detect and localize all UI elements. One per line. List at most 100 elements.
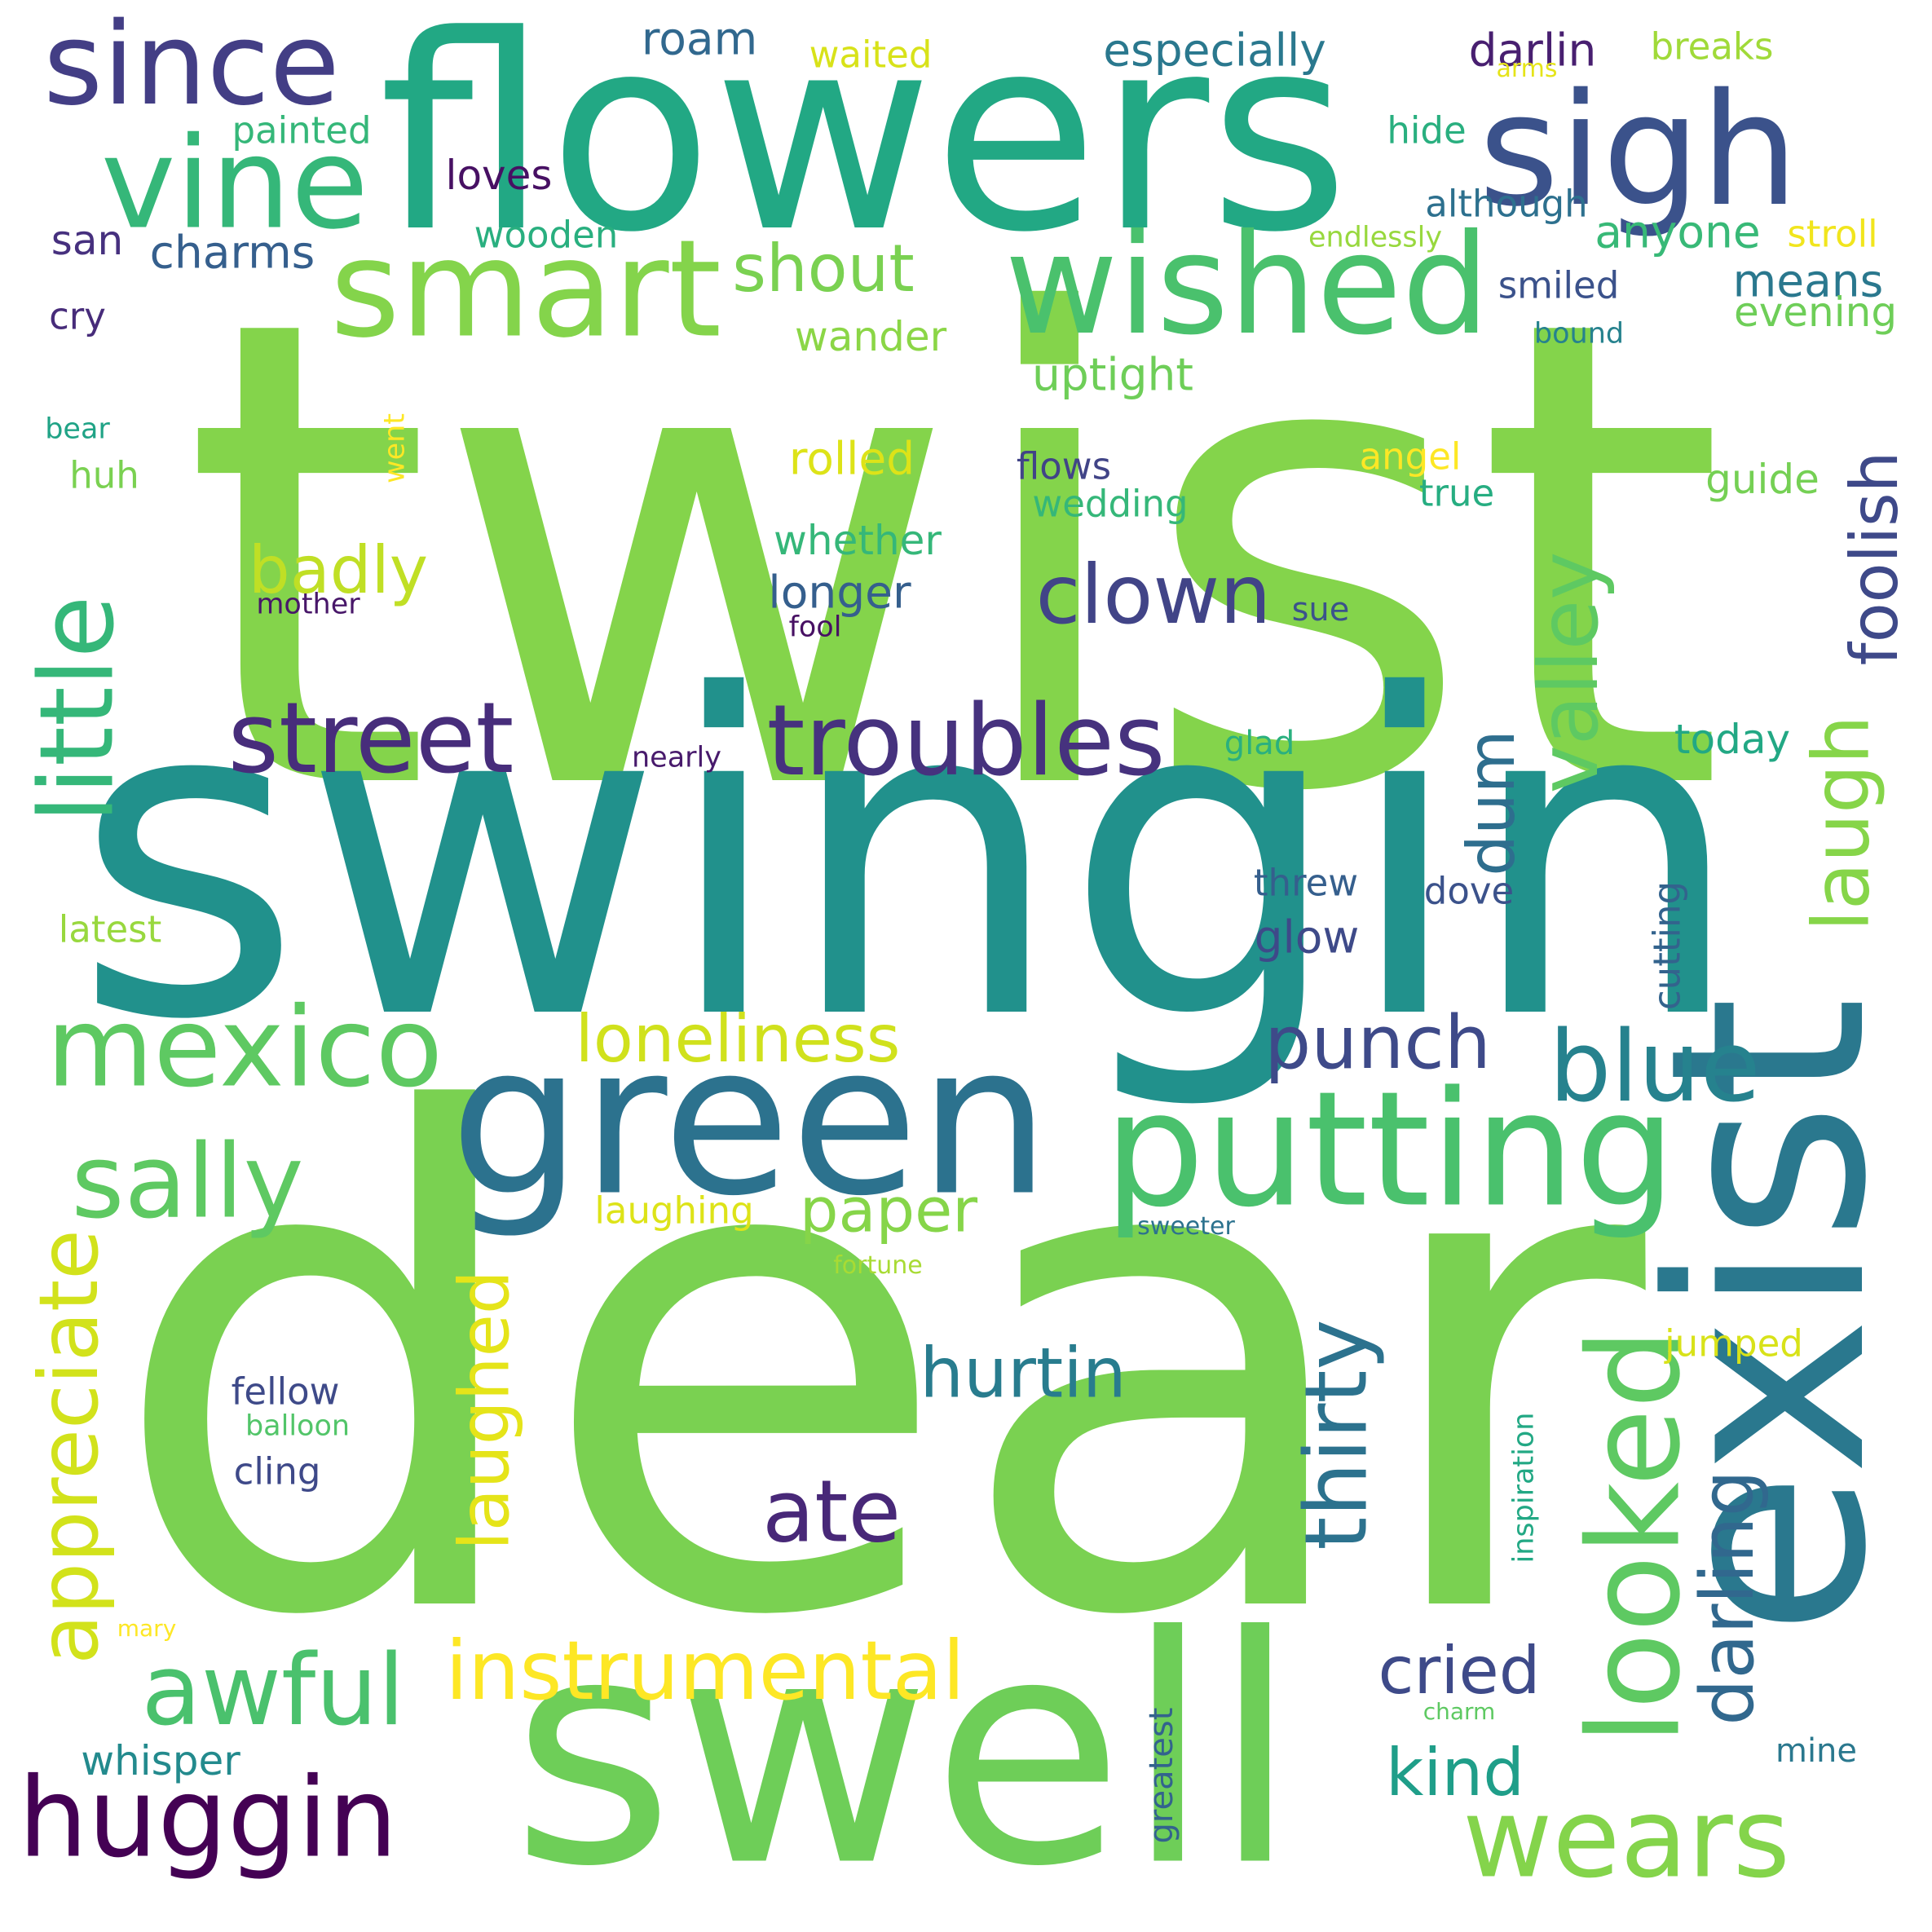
word: especially (1103, 24, 1326, 77)
word: mother (256, 588, 360, 621)
word: wears (1462, 1774, 1791, 1903)
word: although (1425, 182, 1588, 226)
word: instrumental (445, 1623, 965, 1718)
word: loneliness (575, 1001, 901, 1077)
word: nearly (632, 741, 721, 774)
word: cry (49, 294, 106, 338)
word: balloon (245, 1409, 351, 1443)
word: blue (1549, 1011, 1761, 1124)
word: punch (1264, 1000, 1491, 1086)
word: whisper (81, 1737, 240, 1784)
word: greatest (1143, 1707, 1180, 1844)
word: twist (180, 183, 1727, 933)
word: laughed (444, 1270, 526, 1550)
word: wander (794, 313, 947, 360)
word: wished (1004, 205, 1490, 366)
word: uptight (1032, 348, 1193, 401)
word: latest (58, 907, 162, 951)
word: troubles (766, 685, 1166, 798)
word: huggin (18, 1753, 398, 1882)
word: cutting (1645, 880, 1689, 1011)
word: laughing (594, 1189, 754, 1233)
word: guide (1705, 456, 1820, 503)
word: glad (1224, 725, 1295, 762)
word: stroll (1787, 212, 1878, 256)
word: fellow (231, 1370, 340, 1414)
word: glow (1254, 911, 1360, 964)
word: means (1732, 254, 1884, 307)
word: darling (1685, 1470, 1771, 1726)
word: arms (1496, 55, 1558, 83)
word: fortune (833, 1251, 923, 1280)
word: cling (233, 1449, 321, 1493)
word: swell (510, 1569, 1299, 1932)
word: clown (1035, 547, 1272, 642)
word: valley (1521, 551, 1617, 794)
word: bound (1533, 317, 1625, 351)
word: charms (149, 226, 315, 279)
word: smiled (1498, 263, 1620, 307)
word: sue (1291, 591, 1350, 629)
word: foolish (1837, 451, 1912, 666)
word: flows (1016, 444, 1112, 488)
word: green (449, 999, 1051, 1242)
word: sigh (1478, 60, 1799, 240)
word: charm (1423, 1698, 1496, 1725)
word: fool (788, 611, 842, 644)
word: smart (329, 210, 722, 368)
word: san (51, 217, 124, 264)
word: thirty (1286, 1319, 1387, 1550)
word: kind (1385, 1735, 1525, 1811)
word: dear (107, 976, 1646, 1763)
word: looked (1560, 1328, 1709, 1745)
word: went (378, 412, 412, 484)
word: waited (809, 33, 933, 77)
word: inspiration (1507, 1412, 1541, 1564)
word: roam (641, 12, 758, 65)
word: street (227, 682, 514, 796)
word: darlin (1468, 24, 1597, 77)
word: whether (774, 517, 942, 564)
word: wooden (474, 213, 619, 257)
word: mine (1775, 1732, 1858, 1770)
word: appreciate (21, 1229, 117, 1665)
word: rolled (788, 432, 915, 485)
word: anyone (1595, 205, 1761, 258)
word: endlessly (1308, 221, 1443, 254)
word: cried (1378, 1633, 1541, 1709)
word: longer (768, 566, 911, 619)
word: hide (1387, 108, 1467, 152)
word: painted (232, 108, 372, 152)
word: loves (445, 152, 553, 199)
word: sweeter (1137, 1212, 1235, 1241)
word: mexico (46, 983, 443, 1112)
word: evening (1733, 289, 1898, 336)
word: awful (141, 1634, 405, 1748)
word: badly (248, 532, 429, 608)
word: shout (732, 231, 915, 307)
word: laugh (1797, 715, 1887, 932)
word: flowers (378, 0, 1350, 291)
word: sally (71, 1123, 304, 1242)
word: true (1418, 471, 1495, 515)
word: huh (69, 453, 139, 497)
word: breaks (1650, 24, 1774, 68)
word: vine (100, 109, 369, 258)
word: since (43, 0, 340, 131)
word: mary (117, 1615, 177, 1642)
word: dove (1423, 869, 1515, 913)
word: jumped (1665, 1321, 1803, 1365)
word: angel (1359, 434, 1462, 479)
word: little (18, 595, 137, 823)
word: threw (1253, 861, 1359, 905)
word: dum (1453, 730, 1529, 876)
word: putting (1104, 1056, 1676, 1242)
word: ate (761, 1462, 902, 1562)
word: hurtin (920, 1333, 1127, 1414)
word: bear (45, 412, 110, 446)
word: today (1674, 716, 1791, 763)
word: paper (799, 1174, 978, 1246)
word: wedding (1032, 482, 1189, 526)
word: swingin (73, 604, 1745, 1116)
